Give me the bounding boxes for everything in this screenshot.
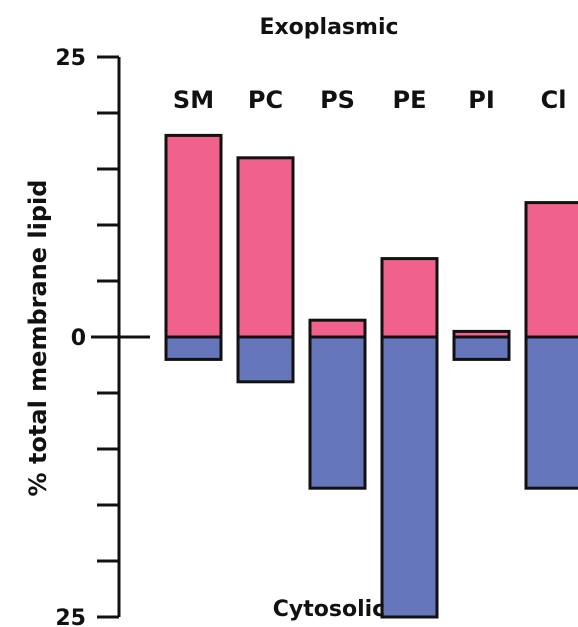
bar-exoplasmic-ps — [308, 318, 367, 339]
category-label-pc: PC — [248, 86, 283, 114]
bar-cytosolic-pc — [236, 335, 295, 384]
bar-exoplasmic-sm — [164, 133, 223, 339]
bar-exoplasmic-pc — [236, 156, 295, 339]
category-label-sm: SM — [173, 86, 214, 114]
y-tick-label: 25 — [55, 606, 86, 627]
exoplasmic-title: Exoplasmic — [259, 15, 398, 40]
category-label-pi: PI — [468, 86, 495, 114]
cytosolic-title: Cytosolic — [273, 597, 385, 622]
category-label-pe: PE — [393, 86, 427, 114]
bar-exoplasmic-cl — [524, 201, 578, 339]
y-axis-label: % total membrane lipid — [24, 180, 52, 497]
category-label-cl: Cl — [541, 86, 567, 114]
bar-cytosolic-pi — [452, 335, 511, 361]
bar-cytosolic-ps — [308, 335, 367, 490]
bar-cytosolic-cl — [524, 335, 578, 490]
category-labels: SM PC PS PE PI Cl — [173, 86, 567, 114]
bar-cytosolic-pe — [380, 335, 439, 619]
category-label-ps: PS — [320, 86, 355, 114]
y-axis-ticks: 25 0 25 — [55, 46, 150, 627]
y-tick-label: 0 — [71, 326, 86, 351]
bar-exoplasmic-pe — [380, 257, 439, 339]
bar-cytosolic-sm — [164, 335, 223, 361]
bars — [164, 133, 578, 619]
y-tick-label: 25 — [55, 46, 86, 71]
